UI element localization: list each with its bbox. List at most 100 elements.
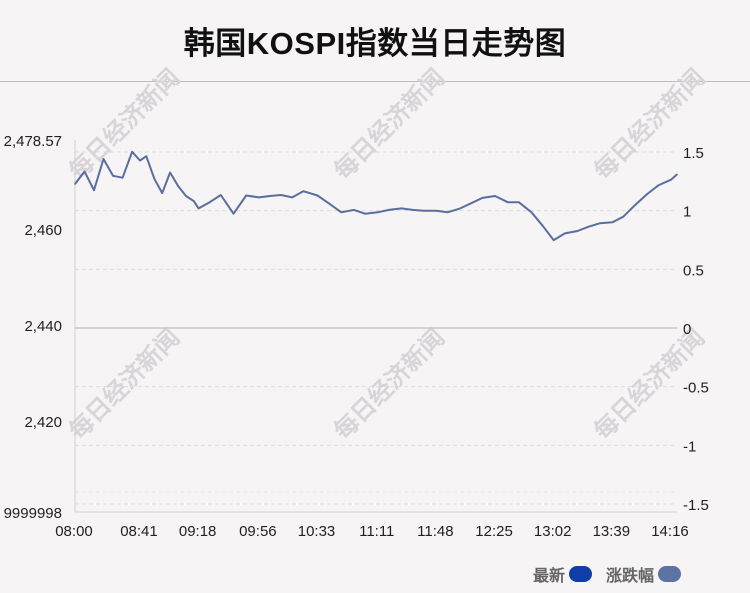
data-point bbox=[470, 202, 473, 204]
x-tick-label: 08:00 bbox=[55, 523, 93, 540]
y-right-tick-label: -1.5 bbox=[683, 497, 709, 514]
x-tick-label: 09:18 bbox=[179, 523, 217, 540]
data-point bbox=[112, 175, 114, 177]
title-divider bbox=[0, 81, 750, 82]
data-point bbox=[611, 221, 614, 224]
data-point bbox=[185, 195, 187, 197]
y-axis-right-ticks: 1.5 1 0.5 0 -0.5 -1 -1.5 bbox=[683, 145, 709, 514]
data-point bbox=[177, 185, 179, 187]
data-point bbox=[622, 215, 625, 218]
y-left-tick-label: 2,478.57 bbox=[4, 133, 62, 150]
data-point bbox=[316, 194, 319, 197]
x-tick-label: 14:16 bbox=[651, 523, 689, 540]
data-point bbox=[422, 210, 425, 212]
data-point bbox=[280, 194, 282, 196]
data-point bbox=[83, 170, 86, 173]
x-tick-label: 11:11 bbox=[359, 523, 394, 540]
series-layer bbox=[74, 150, 678, 242]
data-point bbox=[411, 209, 414, 211]
watermark-text: 每日经济新闻 bbox=[329, 324, 451, 446]
data-point bbox=[208, 201, 211, 203]
watermark-text: 每日经济新闻 bbox=[329, 64, 451, 186]
data-point bbox=[670, 178, 672, 181]
legend: 最新 涨跌幅 bbox=[533, 563, 682, 585]
data-point bbox=[269, 195, 271, 197]
y-right-tick-label: 1 bbox=[683, 204, 691, 221]
data-point bbox=[232, 212, 235, 215]
data-point bbox=[121, 176, 124, 179]
watermark-text: 每日经济新闻 bbox=[589, 64, 711, 186]
data-point bbox=[197, 207, 200, 210]
data-point bbox=[193, 200, 195, 202]
data-point bbox=[587, 225, 590, 228]
data-point bbox=[145, 155, 148, 157]
chart-title: 韩国KOSPI指数当日走势图 bbox=[183, 26, 567, 61]
data-point bbox=[153, 177, 156, 180]
data-point bbox=[258, 196, 260, 199]
data-point bbox=[93, 189, 95, 191]
data-point bbox=[245, 194, 247, 197]
y-left-tick-label: 2,460 bbox=[24, 222, 62, 239]
data-point bbox=[302, 190, 305, 192]
data-point bbox=[340, 211, 343, 214]
y-right-tick-label: -0.5 bbox=[683, 380, 709, 397]
data-point bbox=[139, 159, 141, 162]
data-point bbox=[353, 209, 355, 211]
data-point bbox=[530, 211, 533, 214]
data-point bbox=[161, 192, 163, 194]
data-point bbox=[598, 222, 601, 225]
data-point bbox=[291, 196, 294, 199]
watermark-text: 每日经济新闻 bbox=[64, 64, 186, 186]
y-right-tick-label: -1 bbox=[683, 438, 696, 455]
x-tick-label: 10:33 bbox=[298, 523, 336, 540]
data-point bbox=[435, 210, 438, 212]
data-point bbox=[169, 171, 171, 174]
legend-label-latest: 最新 bbox=[533, 568, 566, 585]
data-point bbox=[506, 201, 509, 203]
y-left-tick-label: 9999998 bbox=[4, 505, 62, 522]
y-left-tick-label: 2,420 bbox=[24, 414, 62, 431]
x-axis-ticks: 08:00 08:41 09:18 09:56 10:33 11:11 11:48 12:25… bbox=[55, 523, 689, 540]
data-point bbox=[400, 207, 403, 210]
data-point bbox=[102, 158, 105, 160]
data-point bbox=[74, 183, 76, 185]
legend-label-change: 涨跌幅 bbox=[606, 568, 655, 585]
x-tick-label: 11:48 bbox=[417, 523, 453, 540]
data-point bbox=[657, 184, 660, 187]
y-axis-left-ticks: 2,478.57 2,460 2,440 2,420 9999998 bbox=[4, 133, 62, 522]
series-line-latest bbox=[74, 150, 678, 242]
y-right-tick-label: 0.5 bbox=[683, 262, 704, 279]
data-point bbox=[327, 202, 330, 204]
y-right-tick-label: 0 bbox=[683, 321, 691, 338]
data-point bbox=[388, 209, 390, 211]
data-point bbox=[220, 194, 222, 196]
data-point bbox=[481, 197, 484, 199]
data-point bbox=[633, 204, 636, 207]
data-point bbox=[646, 193, 648, 195]
x-tick-label: 12:25 bbox=[475, 523, 513, 540]
legend-swatch-change bbox=[658, 566, 682, 582]
data-point bbox=[564, 232, 566, 235]
x-tick-label: 13:39 bbox=[593, 523, 631, 540]
x-tick-label: 09:56 bbox=[239, 523, 277, 540]
data-point bbox=[459, 207, 462, 210]
x-tick-label: 08:41 bbox=[120, 523, 158, 540]
data-point bbox=[676, 173, 678, 176]
grid-lines bbox=[75, 151, 677, 505]
data-point bbox=[552, 239, 555, 241]
y-right-tick-label: 1.5 bbox=[683, 145, 704, 162]
y-left-tick-label: 2,440 bbox=[24, 318, 62, 335]
x-tick-label: 13:02 bbox=[534, 523, 572, 540]
data-point bbox=[364, 212, 366, 215]
watermark-text: 每日经济新闻 bbox=[64, 324, 186, 446]
data-point bbox=[446, 211, 449, 214]
legend-swatch-latest bbox=[569, 566, 593, 582]
data-point bbox=[494, 195, 496, 197]
data-point bbox=[576, 230, 579, 232]
data-point bbox=[377, 211, 379, 214]
data-point bbox=[518, 201, 520, 203]
data-point bbox=[131, 151, 133, 153]
data-point bbox=[541, 224, 544, 227]
